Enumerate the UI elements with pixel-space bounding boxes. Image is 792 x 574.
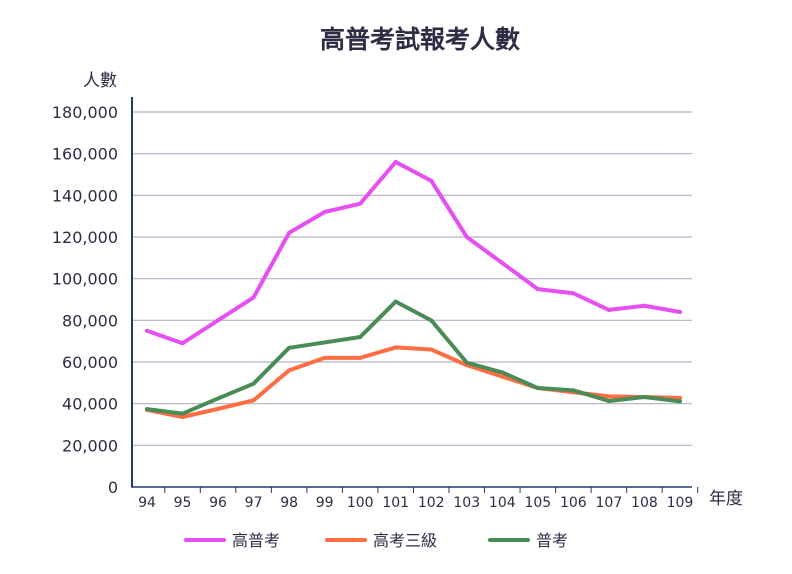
data-point: [251, 381, 256, 386]
data-point: [287, 368, 292, 373]
x-tick-label: 97: [245, 495, 263, 511]
x-tick-label: 105: [524, 495, 551, 511]
data-point: [571, 291, 576, 296]
y-tick-label: 140,000: [52, 186, 118, 205]
series-line-3: [145, 299, 682, 416]
x-tick-label: 96: [209, 495, 227, 511]
legend-label: 普考: [536, 531, 568, 550]
data-point: [287, 230, 292, 235]
data-point: [500, 374, 505, 379]
x-tick-label: 100: [347, 495, 374, 511]
y-tick-label: 100,000: [52, 270, 118, 289]
x-axis-label: 年度: [709, 489, 743, 509]
y-axis-label: 人數: [83, 71, 117, 91]
x-tick-label: 107: [596, 495, 623, 511]
y-tick-label: 0: [108, 478, 118, 497]
data-point: [322, 340, 327, 345]
chart-title: 高普考試報考人數: [320, 25, 520, 54]
data-point: [606, 398, 611, 403]
data-point: [145, 328, 149, 333]
series-line-2: [145, 345, 682, 419]
x-tick-label: 104: [489, 495, 516, 511]
data-point: [642, 395, 647, 399]
data-point: [251, 398, 256, 403]
x-tick-label: 94: [138, 495, 156, 511]
legend-label: 高普考: [232, 531, 280, 550]
data-point: [429, 347, 434, 352]
data-point: [216, 396, 221, 401]
x-tick-label: 106: [560, 495, 587, 511]
data-point: [322, 355, 327, 360]
data-point: [535, 287, 540, 292]
data-point: [464, 235, 469, 239]
data-point: [429, 318, 434, 323]
data-point: [606, 307, 611, 312]
data-point: [180, 415, 185, 419]
data-point: [358, 201, 363, 206]
x-tick-label: 99: [316, 495, 334, 511]
y-tick-label: 60,000: [62, 353, 118, 372]
series-line-1: [145, 160, 682, 346]
y-tick-label: 160,000: [52, 145, 118, 164]
data-point: [393, 160, 398, 164]
data-point: [251, 295, 256, 300]
data-point: [287, 345, 292, 350]
x-tick-label: 108: [631, 495, 658, 511]
y-tick-label: 120,000: [52, 228, 118, 247]
data-point: [677, 310, 682, 314]
y-tick-label: 80,000: [62, 311, 118, 330]
data-point: [606, 394, 611, 399]
data-point: [429, 178, 434, 183]
data-point: [358, 335, 363, 339]
data-point: [500, 370, 505, 375]
data-point: [358, 355, 363, 360]
x-tick-label: 103: [453, 495, 480, 511]
legend-item: 高普考: [184, 531, 280, 550]
x-tick-label: 95: [174, 495, 192, 511]
data-point: [216, 406, 221, 411]
data-point: [642, 303, 647, 308]
y-tick-label: 180,000: [52, 103, 118, 122]
y-tick-label: 40,000: [62, 395, 118, 414]
legend-label: 高考三級: [373, 531, 437, 550]
x-tick-label: 98: [280, 495, 298, 511]
data-point: [216, 318, 221, 323]
data-point: [180, 341, 185, 346]
legend-item: 普考: [488, 531, 568, 550]
data-point: [571, 388, 576, 393]
x-tick-label: 101: [382, 495, 409, 511]
data-point: [322, 210, 327, 214]
legend-item: 高考三級: [325, 531, 437, 550]
data-point: [393, 345, 398, 350]
y-tick-label: 20,000: [62, 436, 118, 455]
data-point: [500, 261, 505, 266]
data-point: [393, 299, 398, 304]
data-point: [677, 399, 682, 404]
x-tick-label: 109: [667, 495, 694, 511]
data-point: [464, 360, 469, 365]
data-point: [677, 396, 682, 401]
data-point: [535, 386, 540, 391]
x-tick-label: 102: [418, 495, 445, 511]
data-point: [180, 411, 185, 416]
data-point: [145, 407, 149, 412]
